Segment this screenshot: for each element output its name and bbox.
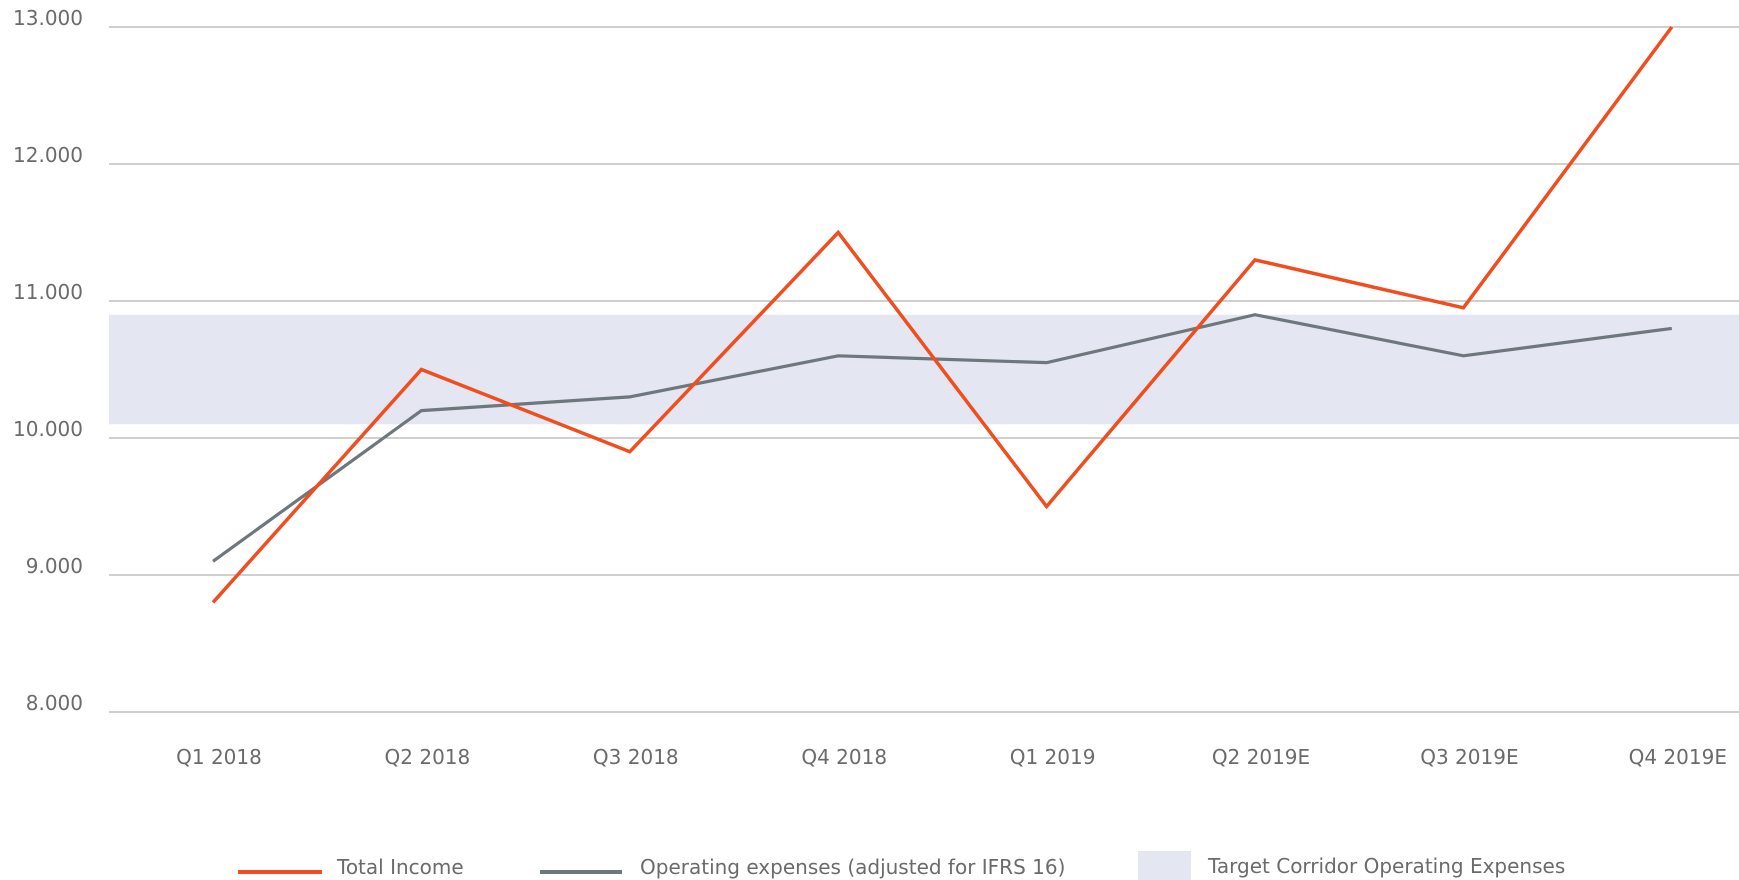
y-tick-label: 13.000 bbox=[13, 6, 83, 30]
x-tick-label: Q3 2019E bbox=[1420, 745, 1518, 769]
x-tick-label: Q1 2019 bbox=[1010, 745, 1096, 769]
y-tick-label: 10.000 bbox=[13, 417, 83, 441]
y-tick-label: 9.000 bbox=[26, 554, 83, 578]
legend-label: Operating expenses (adjusted for IFRS 16… bbox=[640, 855, 1065, 879]
x-tick-label: Q3 2018 bbox=[593, 745, 679, 769]
x-tick-label: Q2 2019E bbox=[1212, 745, 1310, 769]
x-tick-label: Q2 2018 bbox=[385, 745, 471, 769]
y-tick-label: 11.000 bbox=[13, 280, 83, 304]
series-line bbox=[212, 313, 1673, 563]
legend-label: Total Income bbox=[336, 855, 464, 879]
legend-swatch bbox=[1138, 851, 1191, 880]
x-tick-label: Q4 2019E bbox=[1629, 745, 1727, 769]
legend-label: Target Corridor Operating Expenses bbox=[1207, 854, 1565, 878]
y-tick-label: 12.000 bbox=[13, 143, 83, 167]
x-tick-label: Q4 2018 bbox=[801, 745, 887, 769]
target-band bbox=[109, 314, 1739, 425]
x-tick-label: Q1 2018 bbox=[176, 745, 262, 769]
y-tick-label: 8.000 bbox=[26, 691, 83, 715]
series-line bbox=[211, 25, 1674, 604]
